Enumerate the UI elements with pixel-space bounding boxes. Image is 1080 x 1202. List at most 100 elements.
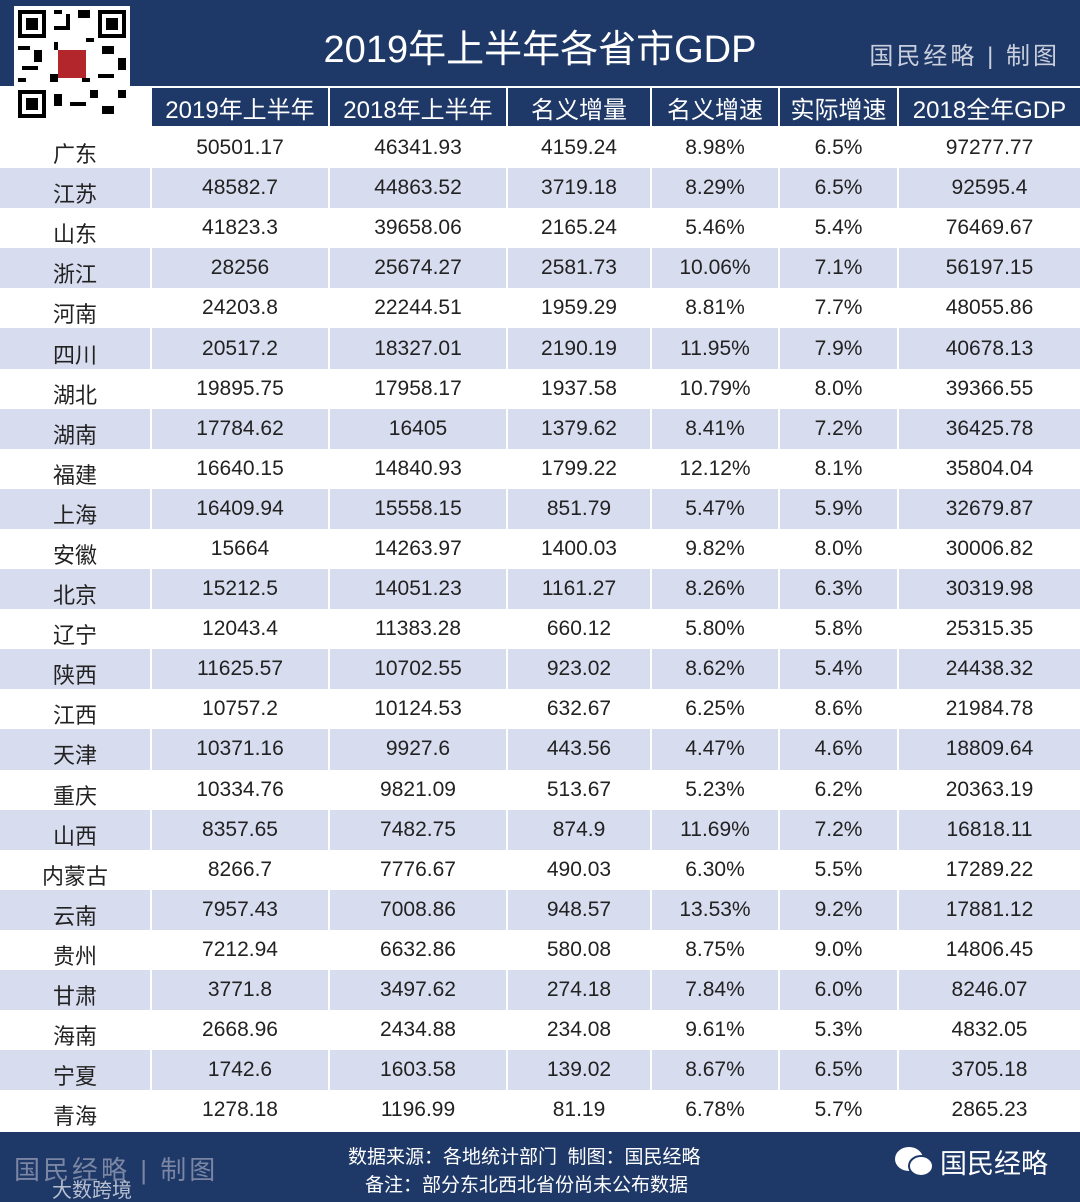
watermark: 大数跨境 [52,1180,132,1202]
table-cell: 5.9% [778,488,897,529]
table-cell: 7776.67 [328,849,506,890]
column-header: 2019年上半年 [150,88,328,126]
table-cell: 9.2% [778,889,897,930]
table-row: 江西 10757.2 10124.53 632.67 6.25% 8.6% 21984.78 [0,689,1080,730]
table-cell: 10371.16 [150,729,328,770]
table-row: 北京 15212.5 14051.23 1161.27 8.26% 6.3% 30319.9… [0,569,1080,610]
table-row: 陕西 11625.57 10702.55 923.02 8.62% 5.4% 24438.3… [0,649,1080,690]
table-cell: 3719.18 [506,168,650,209]
table-row: 内蒙古 8266.7 7776.67 490.03 6.30% 5.5% 17289.22 [0,849,1080,890]
table-row: 河南 24203.8 22244.51 1959.29 8.81% 7.7% 48055.8… [0,288,1080,329]
table-cell: 81.19 [506,1090,650,1131]
table-cell: 5.46% [650,208,778,249]
table-cell: 8.75% [650,929,778,970]
column-header: 实际增速 [778,88,897,126]
row-label: 北京 [52,583,97,609]
table-header: 2019年上半年 2018年上半年 名义增量 名义增速 实际增速 2018全年GDP [0,88,1080,126]
brand: 国民经略 | 制图 [869,43,1060,70]
table-cell: 2165.24 [506,208,650,249]
brand-suffix: 制图 [1006,43,1060,70]
table-cell: 5.7% [778,1090,897,1131]
table-cell: 8.98% [650,128,778,169]
table-cell: 19895.75 [150,368,328,409]
row-label: 宁夏 [52,1064,97,1090]
table-cell: 2668.96 [150,1010,328,1051]
table-cell: 7.2% [778,809,897,850]
table-cell: 32679.87 [897,488,1080,529]
row-label: 贵州 [52,943,97,969]
table-cell: 443.56 [506,729,650,770]
table-row: 上海 16409.94 15558.15 851.79 5.47% 5.9% 32679.8… [0,488,1080,529]
table-cell: 8357.65 [150,809,328,850]
table-cell: 8.0% [778,368,897,409]
table-row: 安徽 15664 14263.97 1400.03 9.82% 8.0% 30006.82 [0,528,1080,570]
row-label: 湖南 [52,422,97,448]
table-cell: 16640.15 [150,448,328,489]
row-label: 河南 [52,302,97,328]
table-cell: 12043.4 [150,609,328,650]
table-cell: 2865.23 [897,1090,1080,1131]
table-cell: 9.0% [778,929,897,970]
table-cell: 8.62% [650,649,778,690]
table-cell: 8266.7 [150,849,328,890]
table-row: 重庆 10334.76 9821.09 513.67 5.23% 6.2% 20363.19 [0,769,1080,810]
table-cell: 10.79% [650,368,778,409]
table-cell: 6.2% [778,769,897,810]
table-cell: 8.41% [650,408,778,449]
table-cell: 4159.24 [506,128,650,169]
table-cell: 9821.09 [328,769,506,810]
table-cell: 7.1% [778,248,897,289]
table-cell: 874.9 [506,809,650,850]
header-corner [0,88,150,126]
table-cell: 15664 [150,528,328,570]
table-cell: 48582.7 [150,168,328,209]
row-label: 海南 [52,1024,97,1050]
table-cell: 11.95% [650,328,778,369]
table-cell: 1161.27 [506,569,650,610]
table-cell: 1603.58 [328,1050,506,1091]
table-cell: 20363.19 [897,769,1080,810]
table-cell: 35804.04 [897,448,1080,489]
note: 备注：部分东北西北省份尚未公布数据 [365,1175,689,1196]
table-cell: 4.6% [778,729,897,770]
table-cell: 5.5% [778,849,897,890]
table-cell: 41823.3 [150,208,328,249]
table-cell: 7482.75 [328,809,506,850]
table-cell: 17784.62 [150,408,328,449]
table-cell: 14051.23 [328,569,506,610]
table-cell: 8.67% [650,1050,778,1091]
brand-name: 国民经略 [869,43,978,70]
table-cell: 490.03 [506,849,650,890]
table-cell: 8.26% [650,569,778,610]
table-cell: 12.12% [650,448,778,489]
table-cell: 7957.43 [150,889,328,930]
table-cell: 15558.15 [328,488,506,529]
table-cell: 580.08 [506,929,650,970]
row-label: 山东 [52,222,97,248]
table-cell: 6.5% [778,168,897,209]
table-cell: 6.78% [650,1090,778,1131]
table-cell: 1400.03 [506,528,650,570]
table-cell: 1379.62 [506,408,650,449]
table-cell: 9927.6 [328,729,506,770]
table-cell: 14263.97 [328,528,506,570]
row-label: 甘肃 [52,984,97,1010]
table-cell: 6.5% [778,128,897,169]
table-cell: 6.0% [778,969,897,1011]
row-label: 陕西 [52,663,97,689]
table-cell: 30006.82 [897,528,1080,570]
table-cell: 36425.78 [897,408,1080,449]
table-row: 宁夏 1742.6 1603.58 139.02 8.67% 6.5% 3705.18 [0,1050,1080,1091]
table-cell: 15212.5 [150,569,328,610]
table-cell: 5.47% [650,488,778,529]
table-cell: 2190.19 [506,328,650,369]
header-band: 2019年上半年各省市GDP 国民经略 | 制图 [0,0,1080,86]
row-label: 安徽 [52,542,97,568]
table-cell: 25315.35 [897,609,1080,650]
table-cell: 24438.32 [897,649,1080,690]
table-cell: 50501.17 [150,128,328,169]
table-cell: 660.12 [506,609,650,650]
table-cell: 8.29% [650,168,778,209]
table-cell: 10.06% [650,248,778,289]
